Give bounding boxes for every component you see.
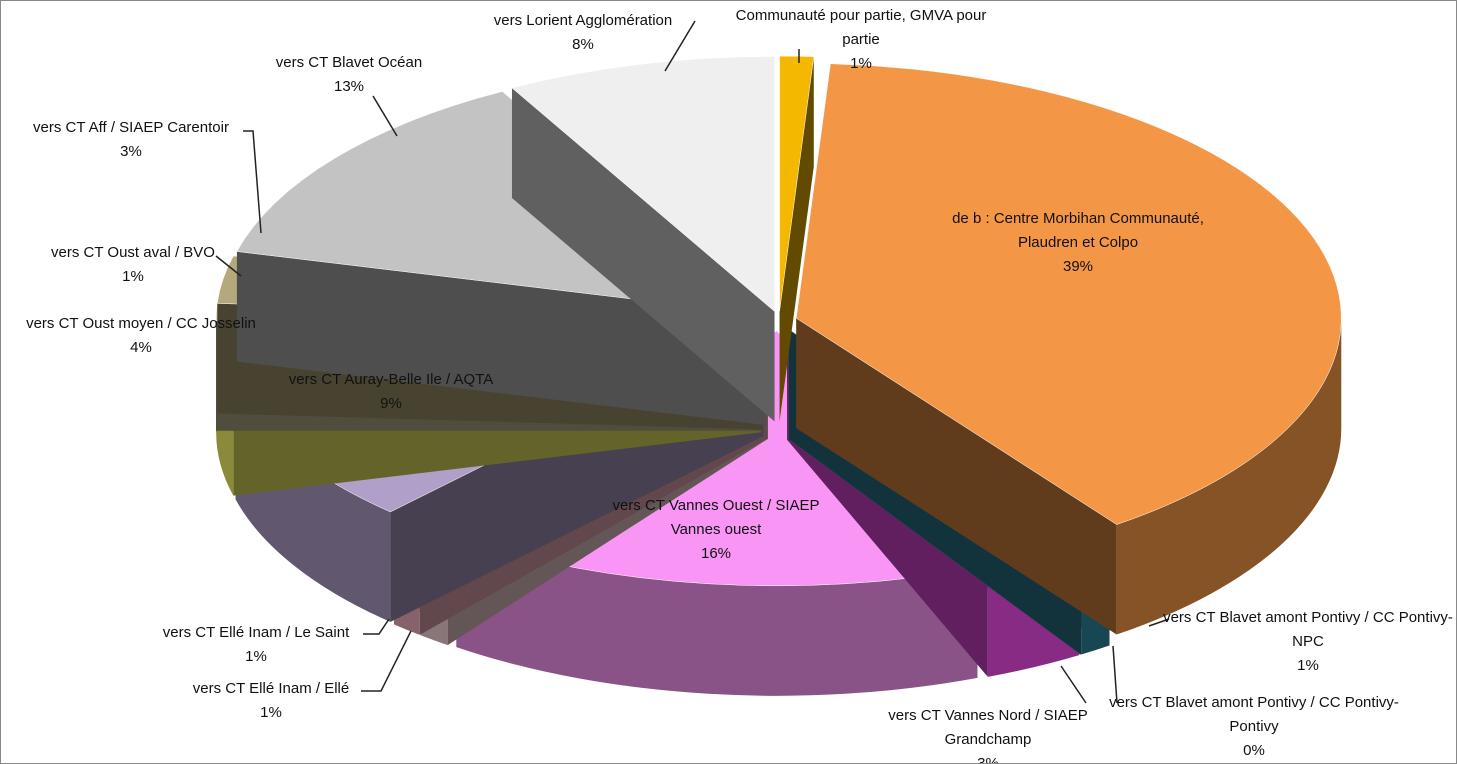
slice-label: vers CT Blavet amont Pontivy / CC Pontiv… bbox=[1109, 694, 1399, 735]
slice-value-label: 1% bbox=[245, 648, 267, 665]
slice-top bbox=[511, 56, 775, 312]
slice-value-label: 1% bbox=[260, 704, 282, 721]
slice-side bbox=[1116, 318, 1342, 635]
slice-value-label: 9% bbox=[380, 395, 402, 412]
slice-label: vers CT Ellé Inam / Ellé bbox=[192, 680, 350, 697]
leader-lines bbox=[215, 20, 1170, 704]
slice-value-label: 16% bbox=[700, 545, 732, 562]
slice-label: vers CT Blavet amont Pontivy / CC Pontiv… bbox=[1163, 609, 1453, 650]
slice-value-label: 3% bbox=[977, 755, 999, 764]
slice-label: vers CT Vannes Nord / SIAEP Grandchamp bbox=[888, 707, 1088, 748]
leader-line bbox=[1060, 665, 1087, 704]
slice-edge bbox=[779, 56, 814, 422]
slice-label: vers CT Vannes Ouest / SIAEP Vannes oues… bbox=[612, 497, 820, 538]
slice bbox=[511, 56, 775, 422]
slice-label: Communauté pour partie, GMVA pour partie bbox=[735, 7, 987, 48]
slice-label: vers CT Blavet Océan bbox=[275, 54, 423, 71]
slice-value-label: 1% bbox=[850, 55, 872, 72]
slice-label: vers CT Oust aval / BVO bbox=[51, 244, 215, 261]
leader-line bbox=[1112, 645, 1118, 704]
leader-line bbox=[1148, 618, 1170, 627]
slice bbox=[779, 55, 815, 422]
slice-edge bbox=[796, 318, 1117, 635]
slice-edge bbox=[236, 251, 765, 425]
slice-value-label: 1% bbox=[122, 268, 144, 285]
slice-value-label: 13% bbox=[333, 78, 365, 95]
slice-value-label: 39% bbox=[1062, 258, 1094, 275]
leader-line bbox=[372, 95, 398, 137]
slice-value-label: 0% bbox=[1243, 742, 1265, 759]
slice-edge bbox=[511, 87, 775, 422]
slice-value-label: 1% bbox=[1297, 657, 1319, 674]
slice-top bbox=[796, 63, 1342, 525]
slice-label: vers CT Ellé Inam / Le Saint bbox=[162, 624, 350, 641]
leader-line bbox=[215, 255, 242, 277]
slice-top bbox=[779, 55, 815, 312]
slice-value-label: 3% bbox=[120, 143, 142, 160]
slice-value-label: 4% bbox=[130, 339, 152, 356]
leader-line bbox=[361, 630, 412, 692]
slice-label: vers Lorient Agglomération bbox=[493, 12, 673, 29]
leader-line bbox=[664, 20, 696, 72]
slice-label: vers CT Auray-Belle Ile / AQTA bbox=[288, 371, 494, 388]
slice bbox=[796, 63, 1342, 635]
slice-label: de b : Centre Morbihan Communauté, Plaud… bbox=[952, 210, 1204, 251]
slice-value-label: 8% bbox=[572, 36, 594, 53]
leader-line bbox=[243, 130, 262, 234]
slice-label: vers CT Oust moyen / CC Josselin bbox=[26, 315, 256, 332]
leader-line bbox=[363, 618, 390, 635]
slice-label: vers CT Aff / SIAEP Carentoir bbox=[33, 119, 229, 136]
slice-side bbox=[456, 537, 978, 696]
